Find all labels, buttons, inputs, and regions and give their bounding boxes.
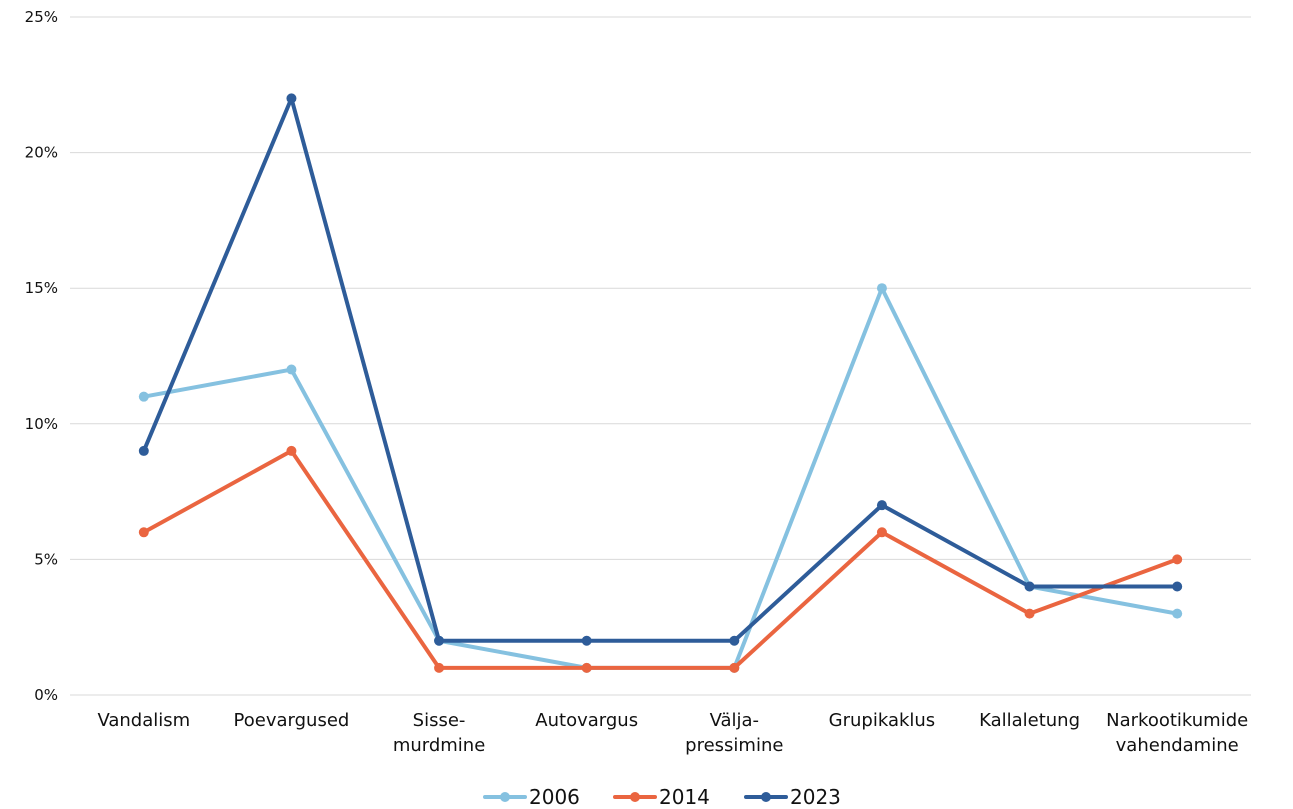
legend-label: 2006 (529, 785, 580, 809)
legend-marker-2006 (500, 792, 510, 802)
x-category-label: Poevargused (234, 710, 350, 731)
legend-item-2023: 2023 (744, 785, 841, 809)
x-axis-category-labels: Vandalism Poevargused Sisse-murdmine Autova… (97, 710, 1248, 756)
y-tick-label: 15% (25, 279, 58, 297)
data-point-2014 (876, 527, 887, 538)
x-category-label: Sisse-murdmine (393, 710, 485, 756)
series-line-2023 (141, 96, 1180, 643)
x-category-label: Grupikaklus (829, 710, 936, 731)
x-category-label: Vandalism (97, 710, 190, 731)
x-category-label: Autovargus (535, 710, 638, 731)
data-point-2014 (581, 662, 592, 673)
data-point-2014 (1172, 554, 1183, 565)
x-category-label-line: Narkootikumide (1106, 710, 1248, 731)
data-point-2023 (138, 445, 149, 456)
y-tick-label: 0% (34, 686, 58, 704)
series-2023 (138, 93, 1183, 646)
data-point-2006 (876, 283, 887, 294)
x-category-label-line: Vandalism (97, 710, 190, 731)
x-category-label-line: Poevargused (234, 710, 350, 731)
series-line-2014 (141, 448, 1180, 670)
x-category-label-line: vahendamine (1116, 735, 1239, 756)
y-axis-tick-labels: 0% 5% 10% 15% 20% 25% (25, 8, 58, 704)
legend-label: 2023 (790, 785, 841, 809)
data-point-2006 (138, 391, 149, 402)
data-point-2014 (729, 662, 740, 673)
x-category-label-line: Autovargus (535, 710, 638, 731)
legend-item-2014: 2014 (613, 785, 710, 809)
data-point-2023 (876, 500, 887, 511)
data-point-2023 (581, 635, 592, 646)
y-tick-label: 20% (25, 144, 58, 162)
x-category-label: Välja-pressimine (685, 710, 783, 756)
data-point-2006 (1172, 608, 1183, 619)
x-category-label-line: Kallaletung (979, 710, 1080, 731)
data-point-2023 (286, 93, 297, 104)
series-lines (138, 93, 1183, 673)
legend-marker-2023 (761, 792, 771, 802)
x-category-label: Kallaletung (979, 710, 1080, 731)
x-category-label-line: Sisse- (413, 710, 466, 731)
legend-label: 2014 (659, 785, 710, 809)
data-point-2014 (1024, 608, 1035, 619)
legend-marker-2014 (630, 792, 640, 802)
x-category-label-line: Grupikaklus (829, 710, 936, 731)
data-point-2023 (434, 635, 445, 646)
x-category-label-line: pressimine (685, 735, 783, 756)
data-point-2023 (1172, 581, 1183, 592)
y-tick-label: 5% (34, 550, 58, 568)
y-tick-label: 25% (25, 8, 58, 26)
data-point-2023 (1024, 581, 1035, 592)
x-category-label-line: Välja- (710, 710, 759, 731)
data-point-2014 (434, 662, 445, 673)
y-tick-label: 10% (25, 415, 58, 433)
data-point-2014 (138, 527, 149, 538)
legend: 2006 2014 2023 (483, 785, 841, 809)
data-point-2006 (286, 364, 297, 375)
x-category-label: Narkootikumide vahendamine (1106, 710, 1248, 756)
data-point-2014 (286, 445, 297, 456)
series-2014 (138, 445, 1183, 673)
legend-item-2006: 2006 (483, 785, 580, 809)
x-category-label-line: murdmine (393, 735, 485, 756)
data-point-2023 (729, 635, 740, 646)
